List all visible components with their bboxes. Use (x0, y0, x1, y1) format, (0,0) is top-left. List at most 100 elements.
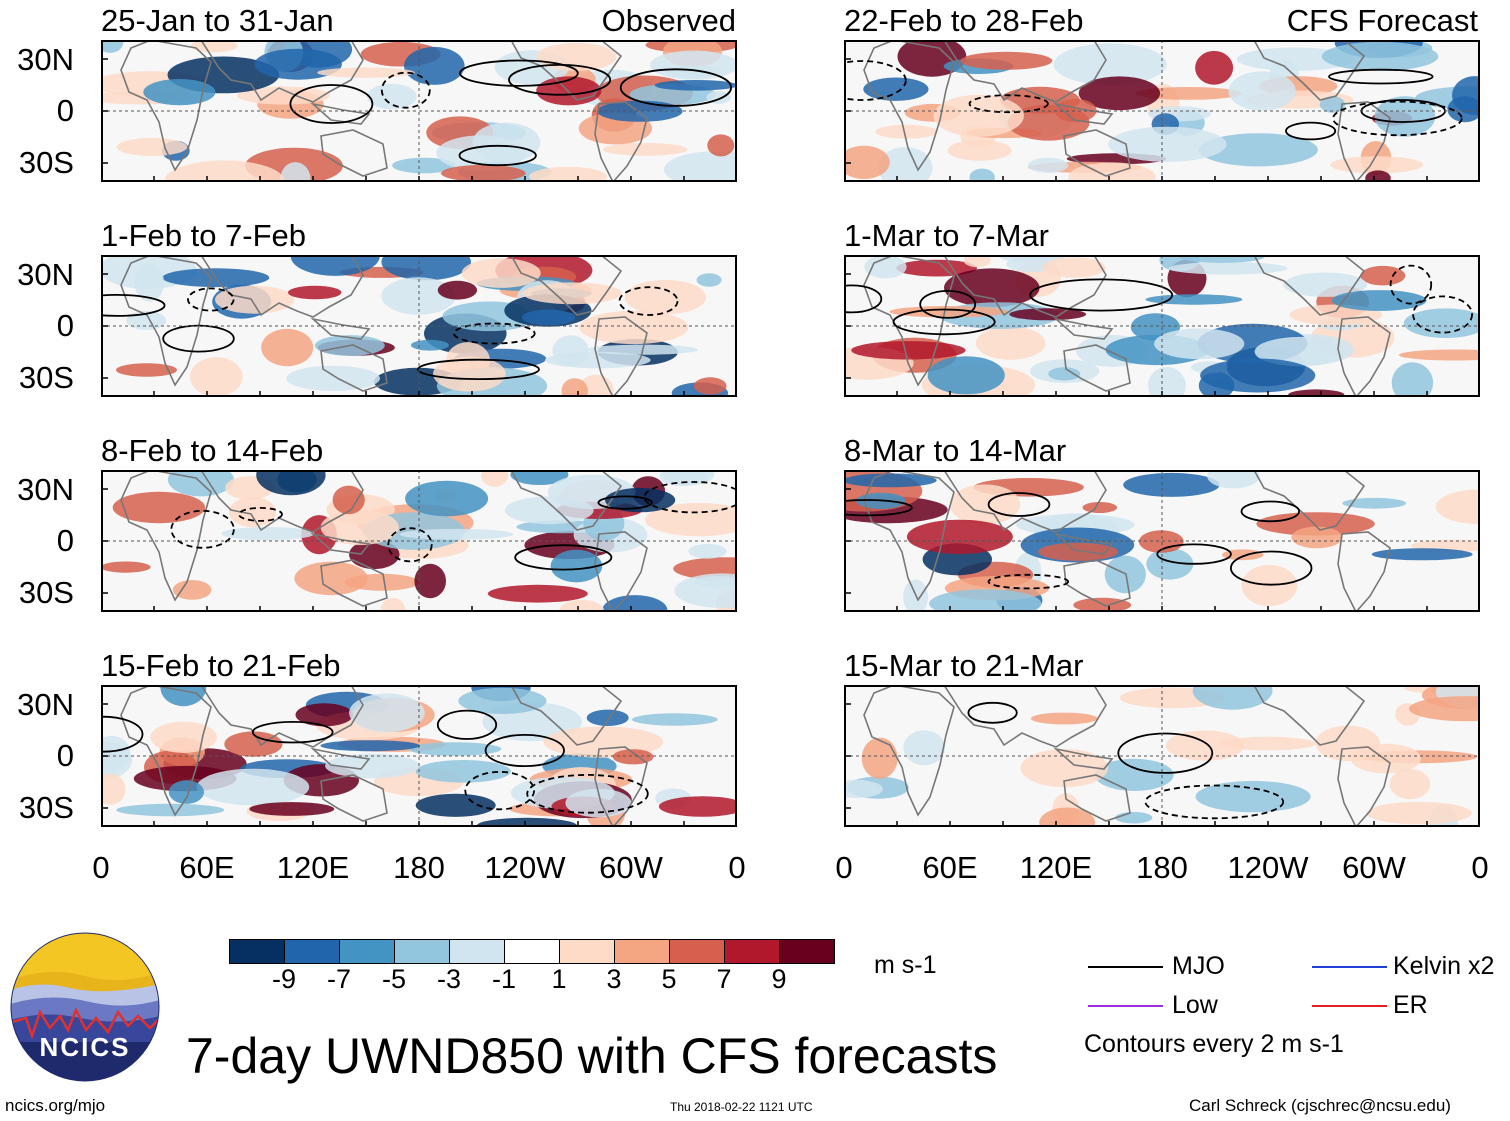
anomaly-blob (415, 793, 496, 817)
anomaly-blob (458, 687, 547, 714)
coastline (120, 470, 212, 602)
coastline (1053, 747, 1114, 770)
mjo-contour (484, 734, 565, 768)
mjo-contour (187, 287, 235, 312)
lon-0-left: 0 (92, 850, 110, 885)
anomaly-blob (317, 67, 415, 78)
lon-180-right: 180 (1136, 850, 1188, 885)
anomaly-blob (632, 713, 718, 726)
anomaly-blob (1319, 96, 1346, 113)
lon-0-end-left: 0 (728, 850, 746, 885)
panel-title-obs-4: 15-Feb to 21-Feb (101, 648, 341, 683)
anomaly-blob (602, 143, 688, 156)
colorbar-swatch (395, 940, 450, 963)
anomaly-blob (1391, 362, 1434, 397)
anomaly-blob (960, 51, 1053, 70)
anomaly-blob (1030, 712, 1098, 725)
panel-title-obs-1: 25-Jan to 31-Jan (101, 3, 334, 38)
map-panel-fc-1 (844, 40, 1480, 182)
website-link[interactable]: ncics.org/mjo (5, 1096, 106, 1115)
anomaly-blob (1291, 526, 1343, 549)
lon-60w-left: 60W (599, 850, 663, 885)
anomaly-blob (286, 365, 380, 391)
anomaly-blob (1198, 133, 1318, 167)
anomaly-blob (969, 168, 995, 182)
coastline (200, 685, 364, 748)
mjo-contour (452, 322, 536, 345)
anomaly-blob (1315, 725, 1380, 762)
anomaly-blob (906, 519, 1013, 554)
lon-0-end-right: 0 (1471, 850, 1489, 885)
mjo-contour (1412, 295, 1473, 334)
figure-title: 7-day UWND850 with CFS forecasts (186, 1028, 998, 1084)
anomaly-blob (605, 487, 676, 513)
coastline (320, 774, 388, 822)
anomaly-blob (101, 735, 131, 771)
anomaly-blob (116, 137, 188, 157)
anomaly-blob (889, 306, 1008, 318)
coastline (943, 685, 1107, 748)
mjo-contour (508, 63, 612, 96)
anomaly-blob (579, 310, 689, 345)
anomaly-blob (707, 134, 735, 157)
coastline (310, 102, 371, 125)
colorbar-tick: 3 (606, 964, 622, 994)
anomaly-blob (101, 40, 124, 53)
mjo-contour (619, 68, 733, 107)
coastline (1337, 101, 1391, 182)
anomaly-blob (1321, 41, 1439, 71)
colorbar-swatch (615, 940, 670, 963)
colorbar-swatch (725, 940, 780, 963)
anomaly-blob (224, 731, 283, 757)
colorbar-tick: -5 (381, 964, 406, 994)
map-panel-fc-2 (844, 255, 1480, 397)
mjo-contour (1332, 100, 1463, 137)
lon-60e-right: 60E (922, 850, 978, 885)
anomaly-blob (441, 164, 526, 182)
coastline (200, 40, 364, 103)
anomaly-blob (1039, 807, 1096, 827)
lon-180-left: 180 (393, 850, 445, 885)
coastline (320, 129, 388, 177)
anomaly-blob (844, 145, 890, 179)
coastline (1053, 532, 1114, 555)
anomaly-blob (1053, 43, 1167, 86)
colorbar-tick: 1 (551, 964, 567, 994)
anomaly-blob (688, 543, 727, 559)
anomaly-blob (654, 80, 737, 91)
coastline (1337, 531, 1391, 612)
anomaly-blob (112, 491, 206, 524)
mjo-contour (919, 290, 977, 319)
anomaly-blob (927, 356, 1005, 395)
anomaly-blob (658, 796, 737, 817)
mjo-contour (251, 721, 334, 744)
mjo-contour (1029, 278, 1174, 312)
anomaly-blob (1207, 470, 1260, 489)
anomaly-blob (487, 584, 588, 603)
anomaly-blob (399, 528, 514, 540)
anomaly-blob (1154, 328, 1245, 360)
anomaly-blob (602, 595, 668, 612)
observed-tag: Observed (601, 3, 736, 38)
colorbar-tick: -1 (491, 964, 516, 994)
anomaly-blob (528, 166, 607, 182)
colorbar-tick: 7 (716, 964, 732, 994)
mjo-contour (643, 481, 737, 514)
author-credit: Carl Schreck (cjschrec@ncsu.edu) (1189, 1096, 1451, 1115)
anomaly-blob (349, 539, 400, 570)
anomaly-blob (410, 339, 449, 351)
anomaly-blob (624, 279, 706, 315)
anomaly-blob (101, 773, 126, 805)
anomaly-blob (1330, 156, 1424, 174)
anomaly-blob (221, 527, 315, 541)
lat-eq-row3: 0 (56, 523, 74, 558)
anomaly-blob (861, 737, 898, 779)
coastline (1253, 685, 1366, 746)
lon-60e-left: 60E (179, 850, 235, 885)
colorbar-swatch (670, 940, 725, 963)
anomaly-blob (612, 749, 654, 765)
anomaly-blob (561, 378, 588, 397)
units-label: m s-1 (874, 951, 937, 979)
anomaly-blob (408, 742, 502, 756)
anomaly-blob (1148, 366, 1186, 397)
